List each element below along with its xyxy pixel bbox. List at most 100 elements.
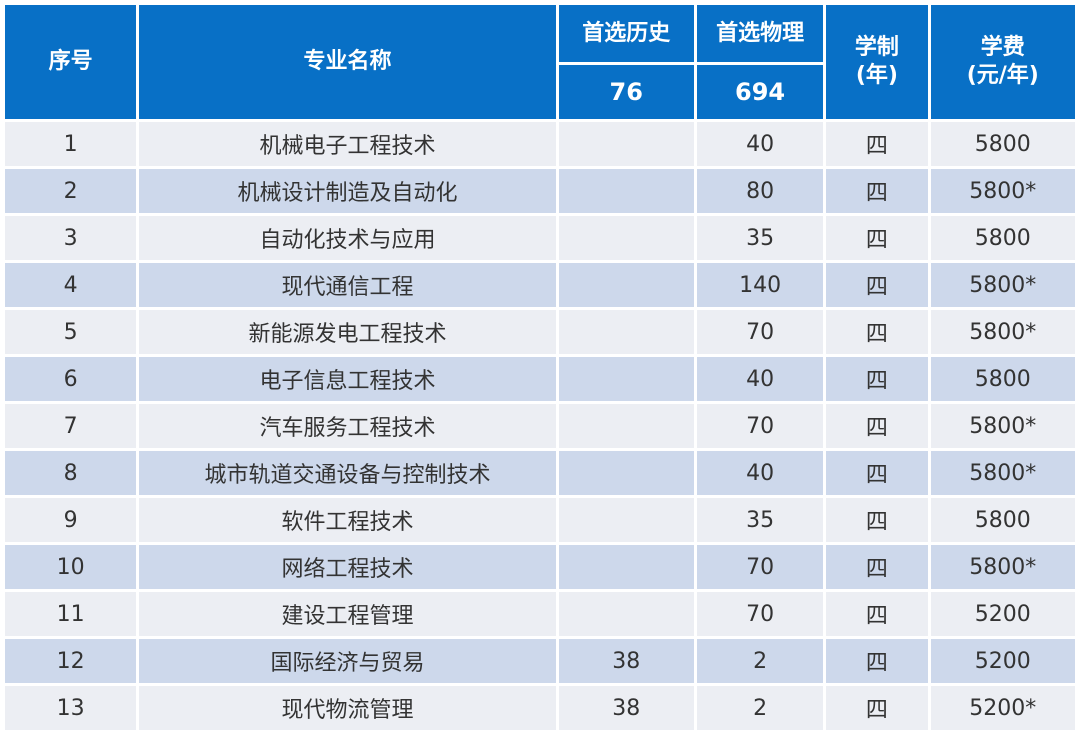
table-row: 9 软件工程技术 35 四 5800 (5, 498, 1075, 542)
cell-physics: 2 (696, 639, 824, 683)
table-row: 6 电子信息工程技术 40 四 5800 (5, 357, 1075, 401)
cell-no: 11 (5, 592, 137, 636)
header-tuition: 学费 (元/年) (930, 5, 1075, 119)
cell-physics: 40 (696, 451, 824, 495)
cell-years: 四 (826, 686, 928, 730)
cell-fee: 5800 (930, 357, 1075, 401)
header-duration: 学制 (年) (826, 5, 928, 119)
cell-years: 四 (826, 310, 928, 354)
header-duration-line1: 学制 (854, 35, 899, 60)
history-total: 76 (558, 65, 694, 119)
cell-history (558, 216, 694, 260)
cell-major: 现代物流管理 (139, 686, 556, 730)
cell-major: 建设工程管理 (139, 592, 556, 636)
header-tuition-line2: (元/年) (966, 63, 1039, 88)
header-history: 首选历史 (558, 5, 694, 62)
cell-no: 13 (5, 686, 137, 730)
cell-fee: 5200* (930, 686, 1075, 730)
cell-physics: 80 (696, 169, 824, 213)
cell-years: 四 (826, 122, 928, 166)
cell-no: 7 (5, 404, 137, 448)
cell-fee: 5800* (930, 451, 1075, 495)
cell-no: 3 (5, 216, 137, 260)
cell-no: 6 (5, 357, 137, 401)
cell-physics: 70 (696, 404, 824, 448)
cell-major: 软件工程技术 (139, 498, 556, 542)
cell-no: 9 (5, 498, 137, 542)
table-row: 11 建设工程管理 70 四 5200 (5, 592, 1075, 636)
header-tuition-line1: 学费 (980, 35, 1025, 60)
cell-years: 四 (826, 451, 928, 495)
cell-history (558, 545, 694, 589)
cell-history (558, 592, 694, 636)
table-row: 2 机械设计制造及自动化 80 四 5800* (5, 169, 1075, 213)
cell-years: 四 (826, 357, 928, 401)
cell-history (558, 498, 694, 542)
cell-fee: 5800* (930, 263, 1075, 307)
cell-major: 机械设计制造及自动化 (139, 169, 556, 213)
cell-major: 城市轨道交通设备与控制技术 (139, 451, 556, 495)
header-duration-line2: (年) (855, 63, 898, 88)
cell-fee: 5800 (930, 216, 1075, 260)
cell-physics: 70 (696, 310, 824, 354)
table-row: 10 网络工程技术 70 四 5800* (5, 545, 1075, 589)
cell-fee: 5800* (930, 310, 1075, 354)
cell-physics: 70 (696, 592, 824, 636)
header-physics: 首选物理 (696, 5, 824, 62)
cell-no: 12 (5, 639, 137, 683)
cell-major: 电子信息工程技术 (139, 357, 556, 401)
table-body: 1 机械电子工程技术 40 四 5800 2 机械设计制造及自动化 80 四 5… (5, 122, 1075, 730)
cell-history (558, 169, 694, 213)
table-row: 12 国际经济与贸易 38 2 四 5200 (5, 639, 1075, 683)
cell-years: 四 (826, 498, 928, 542)
cell-fee: 5200 (930, 639, 1075, 683)
cell-no: 5 (5, 310, 137, 354)
cell-years: 四 (826, 169, 928, 213)
cell-fee: 5800* (930, 404, 1075, 448)
cell-years: 四 (826, 545, 928, 589)
header-serial-number: 序号 (5, 5, 137, 119)
cell-major: 自动化技术与应用 (139, 216, 556, 260)
cell-years: 四 (826, 592, 928, 636)
cell-physics: 35 (696, 216, 824, 260)
table-row: 5 新能源发电工程技术 70 四 5800* (5, 310, 1075, 354)
table-row: 8 城市轨道交通设备与控制技术 40 四 5800* (5, 451, 1075, 495)
cell-physics: 2 (696, 686, 824, 730)
cell-history (558, 357, 694, 401)
cell-fee: 5800* (930, 169, 1075, 213)
cell-major: 现代通信工程 (139, 263, 556, 307)
cell-major: 新能源发电工程技术 (139, 310, 556, 354)
cell-history (558, 404, 694, 448)
cell-years: 四 (826, 639, 928, 683)
cell-history (558, 451, 694, 495)
cell-major: 机械电子工程技术 (139, 122, 556, 166)
table-row: 1 机械电子工程技术 40 四 5800 (5, 122, 1075, 166)
cell-physics: 140 (696, 263, 824, 307)
cell-fee: 5800 (930, 498, 1075, 542)
cell-years: 四 (826, 216, 928, 260)
cell-no: 2 (5, 169, 137, 213)
cell-fee: 5800 (930, 122, 1075, 166)
cell-physics: 40 (696, 357, 824, 401)
cell-history (558, 263, 694, 307)
cell-fee: 5800* (930, 545, 1075, 589)
cell-no: 10 (5, 545, 137, 589)
physics-total: 694 (696, 65, 824, 119)
cell-no: 4 (5, 263, 137, 307)
cell-fee: 5200 (930, 592, 1075, 636)
cell-years: 四 (826, 404, 928, 448)
cell-history (558, 310, 694, 354)
cell-physics: 70 (696, 545, 824, 589)
cell-no: 1 (5, 122, 137, 166)
cell-major: 网络工程技术 (139, 545, 556, 589)
cell-no: 8 (5, 451, 137, 495)
cell-history (558, 122, 694, 166)
cell-years: 四 (826, 263, 928, 307)
header-major-name: 专业名称 (139, 5, 556, 119)
cell-history: 38 (558, 639, 694, 683)
table-row: 7 汽车服务工程技术 70 四 5800* (5, 404, 1075, 448)
table-row: 3 自动化技术与应用 35 四 5800 (5, 216, 1075, 260)
table-header: 序号 专业名称 首选历史 首选物理 学制 (年) 学费 (元/年) 76 694 (5, 5, 1075, 119)
cell-physics: 35 (696, 498, 824, 542)
table-row: 4 现代通信工程 140 四 5800* (5, 263, 1075, 307)
